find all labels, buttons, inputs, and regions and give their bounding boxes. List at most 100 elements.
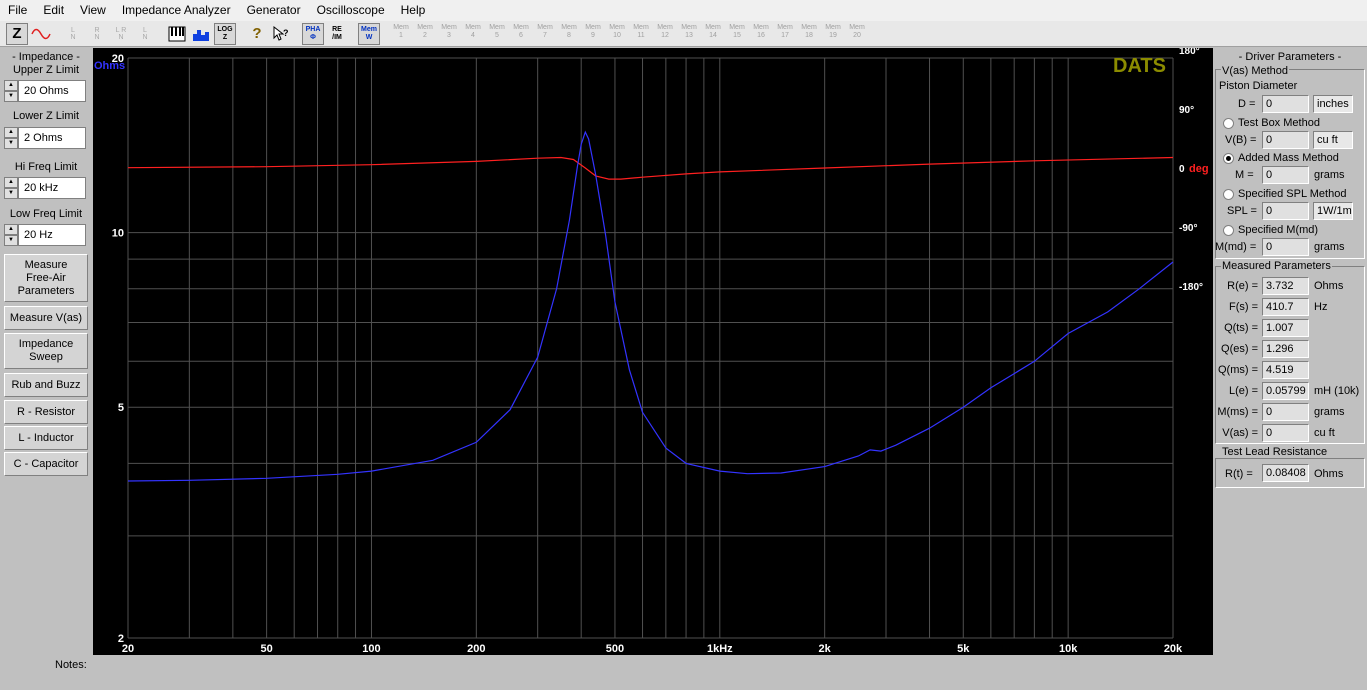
down-arrow-icon[interactable]: ▼: [4, 91, 18, 102]
mem-slot-button[interactable]: Mem 4: [465, 23, 481, 39]
mem-slot-button[interactable]: Mem 2: [417, 23, 433, 39]
phase-series-line: [127, 156, 1174, 180]
mem-slot-button[interactable]: Mem 1: [393, 23, 409, 39]
x-tick-label: 20k: [1164, 643, 1183, 655]
up-arrow-icon[interactable]: ▲: [4, 80, 18, 91]
up-arrow-icon[interactable]: ▲: [4, 177, 18, 188]
impedance-sweep-button[interactable]: Impedance Sweep: [4, 333, 88, 369]
help-icon[interactable]: ?: [252, 25, 262, 42]
menu-help[interactable]: Help: [400, 3, 426, 17]
mem-slot-button[interactable]: Mem 3: [441, 23, 457, 39]
piston-diameter-label: Piston Diameter: [1219, 80, 1298, 92]
resistor-button[interactable]: R - Resistor: [4, 400, 88, 424]
stereo-channel-button[interactable]: L R N: [115, 26, 127, 41]
bar-graph-icon[interactable]: [190, 23, 212, 45]
re-im-button[interactable]: RE /IM: [332, 25, 342, 41]
capacitor-button[interactable]: C - Capacitor: [4, 452, 88, 476]
param-value: 3.732: [1262, 277, 1309, 295]
vb-field[interactable]: 0: [1262, 131, 1309, 149]
mem-slot-button[interactable]: Mem 9: [585, 23, 601, 39]
low-freq-limit-label: Low Freq Limit: [4, 208, 88, 220]
down-arrow-icon[interactable]: ▼: [4, 235, 18, 246]
down-arrow-icon[interactable]: ▼: [4, 138, 18, 149]
up-arrow-icon[interactable]: ▲: [4, 224, 18, 235]
mem-slot-button[interactable]: Mem 14: [705, 23, 721, 39]
impedance-mode-button[interactable]: Z: [6, 22, 28, 45]
context-help-icon[interactable]: ?: [270, 23, 292, 45]
specified-spl-label: Specified SPL Method: [1238, 188, 1347, 200]
mem-slot-button[interactable]: Mem 10: [609, 23, 625, 39]
left-normal-button[interactable]: L N: [142, 26, 148, 41]
hi-freq-limit-spinner[interactable]: ▲ ▼ 20 kHz: [4, 177, 86, 199]
mem-write-button[interactable]: Mem W: [358, 22, 380, 45]
mass-field[interactable]: 0: [1262, 166, 1309, 184]
piano-keys-icon[interactable]: [166, 23, 188, 45]
lower-z-limit-spinner[interactable]: ▲ ▼ 2 Ohms: [4, 127, 86, 149]
mmd-field[interactable]: 0: [1262, 238, 1309, 256]
mem-slot-button[interactable]: Mem 11: [633, 23, 649, 39]
down-arrow-icon[interactable]: ▼: [4, 188, 18, 199]
menu-edit[interactable]: Edit: [43, 3, 65, 17]
low-freq-limit-spinner[interactable]: ▲ ▼ 20 Hz: [4, 224, 86, 246]
spl-label: SPL =: [1227, 205, 1257, 217]
upper-z-limit-field[interactable]: 20 Ohms: [18, 80, 86, 102]
param-unit: Hz: [1314, 301, 1328, 313]
param-label: V(as) =: [1222, 427, 1258, 439]
sine-wave-icon[interactable]: [30, 23, 52, 45]
impedance-graph[interactable]: 20 50 100 200 500 1kHz 2k 5k 10k 20k 20 10 5 2 180° 90°…: [93, 46, 1213, 655]
measure-vas-button[interactable]: Measure V(as): [4, 306, 88, 330]
x-tick-label: 1kHz: [707, 643, 733, 655]
hi-freq-limit-field[interactable]: 20 kHz: [18, 177, 86, 199]
mem-slot-button[interactable]: Mem 13: [681, 23, 697, 39]
mem-slot-button[interactable]: Mem 19: [825, 23, 841, 39]
param-value: 0: [1262, 424, 1309, 442]
mem-slot-button[interactable]: Mem 8: [561, 23, 577, 39]
param-label: Q(ms) =: [1217, 364, 1258, 376]
mmd-unit-label: grams: [1314, 241, 1345, 253]
spl-unit-select[interactable]: 1W/1m: [1313, 202, 1353, 220]
phase-button[interactable]: PHA Φ: [302, 22, 324, 45]
rub-and-buzz-button[interactable]: Rub and Buzz: [4, 373, 88, 397]
spl-field[interactable]: 0: [1262, 202, 1309, 220]
vb-unit-select[interactable]: cu ft: [1313, 131, 1353, 149]
right-channel-button[interactable]: R N: [94, 26, 100, 41]
added-mass-radio[interactable]: [1223, 153, 1234, 164]
mem-slot-button[interactable]: Mem 17: [777, 23, 793, 39]
left-channel-button[interactable]: L N: [70, 26, 76, 41]
rt-field: 0.08408: [1262, 464, 1309, 482]
param-value: 0.05799: [1262, 382, 1309, 400]
menu-generator[interactable]: Generator: [246, 3, 301, 17]
mem-slot-button[interactable]: Mem 12: [657, 23, 673, 39]
test-box-radio[interactable]: [1223, 118, 1234, 129]
specified-mmd-radio[interactable]: [1223, 225, 1234, 236]
deg-axis-label: deg: [1189, 163, 1209, 175]
y-tick-label: 5: [118, 402, 124, 414]
menu-impedance-analyzer[interactable]: Impedance Analyzer: [121, 3, 231, 17]
mem-slot-button[interactable]: Mem 15: [729, 23, 745, 39]
up-arrow-icon[interactable]: ▲: [4, 127, 18, 138]
x-tick-label: 100: [362, 643, 380, 655]
piston-diameter-field[interactable]: 0: [1262, 95, 1309, 113]
left-panel: - Impedance - Upper Z Limit ▲ ▼ 20 Ohms L…: [0, 48, 92, 658]
phase-tick-label: 180°: [1179, 48, 1200, 57]
measure-free-air-button[interactable]: Measure Free-Air Parameters: [4, 254, 88, 302]
menu-oscilloscope[interactable]: Oscilloscope: [316, 3, 385, 17]
mem-slot-button[interactable]: Mem 16: [753, 23, 769, 39]
low-freq-limit-field[interactable]: 20 Hz: [18, 224, 86, 246]
mem-slot-button[interactable]: Mem 18: [801, 23, 817, 39]
d-label: D =: [1238, 98, 1256, 110]
rt-unit-label: Ohms: [1314, 468, 1344, 480]
inductor-button[interactable]: L - Inductor: [4, 426, 88, 450]
log-z-button[interactable]: LOG Z: [214, 22, 236, 45]
menu-view[interactable]: View: [80, 3, 106, 17]
lower-z-limit-field[interactable]: 2 Ohms: [18, 127, 86, 149]
mem-slot-button[interactable]: Mem 7: [537, 23, 553, 39]
specified-spl-radio[interactable]: [1223, 189, 1234, 200]
mem-slot-button[interactable]: Mem 6: [513, 23, 529, 39]
menu-file[interactable]: File: [8, 3, 28, 17]
param-value: 4.519: [1262, 361, 1309, 379]
mem-slot-button[interactable]: Mem 5: [489, 23, 505, 39]
upper-z-limit-spinner[interactable]: ▲ ▼ 20 Ohms: [4, 80, 86, 102]
diameter-unit-select[interactable]: inches: [1313, 95, 1353, 113]
mem-slot-button[interactable]: Mem 20: [849, 23, 865, 39]
